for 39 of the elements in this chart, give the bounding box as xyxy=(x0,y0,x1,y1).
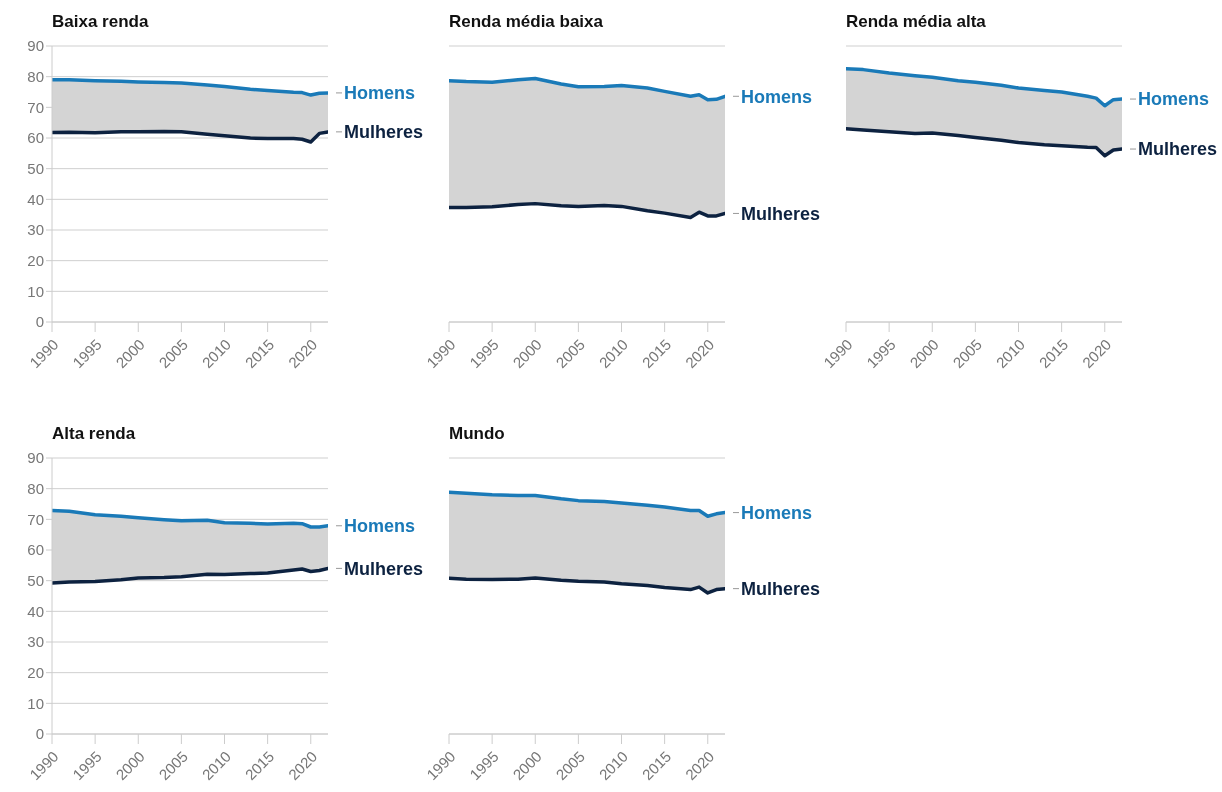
y-tick-label: 40 xyxy=(27,190,44,208)
y-tick-label: 10 xyxy=(27,694,44,712)
y-tick-label: 20 xyxy=(27,251,44,269)
y-tick-label: 90 xyxy=(27,449,44,467)
y-tick-label: 70 xyxy=(27,98,44,116)
y-tick-label: 10 xyxy=(27,282,44,300)
chart-title: Alta renda xyxy=(52,423,137,445)
line-series xyxy=(52,129,328,144)
line-series xyxy=(52,566,328,585)
chart-title: Mundo xyxy=(449,423,506,445)
y-tick-label: 20 xyxy=(27,663,44,681)
y-tick-label: 60 xyxy=(27,129,44,147)
series-label: Homens xyxy=(741,502,813,523)
y-tick-label: 80 xyxy=(27,67,44,85)
line-series xyxy=(52,77,328,97)
y-tick-label: 30 xyxy=(27,633,44,651)
y-tick-label: 50 xyxy=(27,571,44,589)
series-label: Homens xyxy=(344,516,416,537)
series-label: Homens xyxy=(344,83,416,104)
series-label: Mulheres xyxy=(741,578,821,599)
y-tick-label: 50 xyxy=(27,159,44,177)
y-tick-label: 40 xyxy=(27,602,44,620)
y-tick-label: 80 xyxy=(27,479,44,497)
y-tick-label: 0 xyxy=(35,313,44,331)
chart-title: Renda média alta xyxy=(846,11,987,33)
chart-title: Baixa renda xyxy=(52,11,150,33)
y-tick-label: 30 xyxy=(27,221,44,239)
y-tick-label: 60 xyxy=(27,541,44,559)
series-label: Homens xyxy=(1138,89,1210,110)
series-label: Mulheres xyxy=(344,558,424,579)
series-label: Homens xyxy=(741,86,813,107)
line-series xyxy=(52,508,328,529)
series-label: Mulheres xyxy=(344,122,424,143)
series-label: Mulheres xyxy=(1138,139,1218,160)
chart-title: Renda média baixa xyxy=(449,11,604,33)
y-tick-label: 70 xyxy=(27,510,44,528)
y-tick-label: 90 xyxy=(27,37,44,55)
series-label: Mulheres xyxy=(741,203,821,224)
y-tick-label: 0 xyxy=(35,725,44,743)
